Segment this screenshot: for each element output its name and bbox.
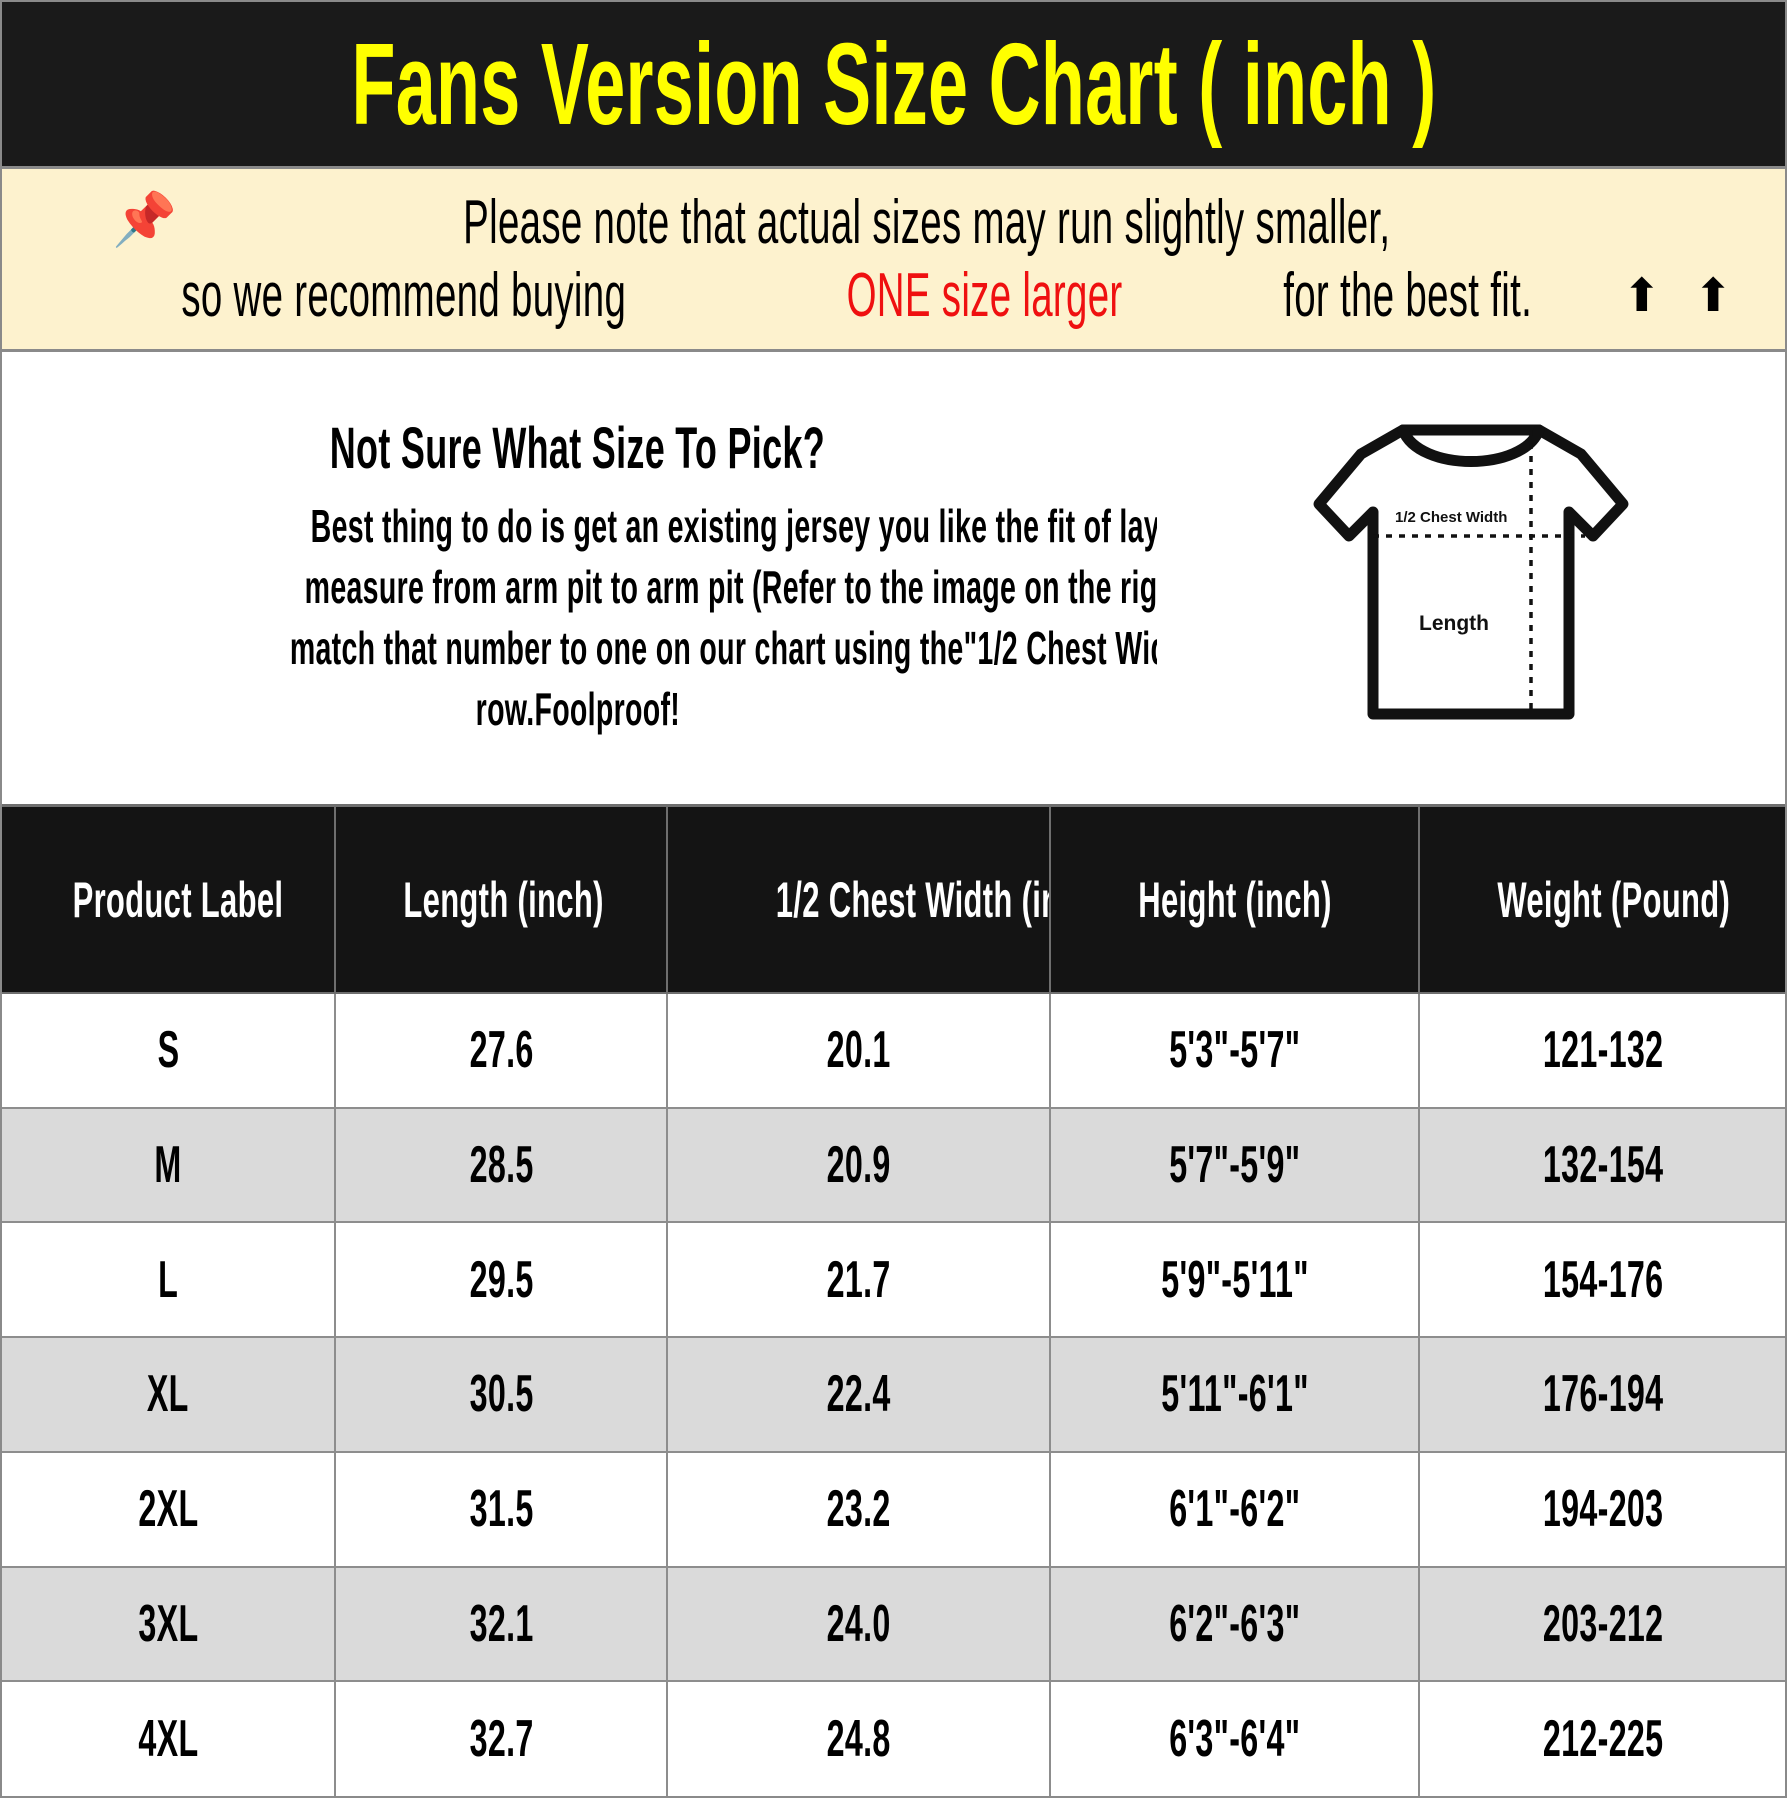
cell-size: L [2,1222,337,1339]
cell-height: 5'3"-5'7" [1050,993,1421,1109]
table-header-row: Product Label Length (inch) 1/2 Chest Wi… [2,807,1785,994]
tshirt-diagram-wrapper: 1/2 Chest Width Length [1157,408,1785,748]
up-arrows-icon: ⬆ ⬆ [1622,269,1743,322]
table-row: S 27.6 20.1 5'3"-5'7" 121-132 [2,993,1785,1109]
cell-size: 2XL [2,1451,337,1568]
table-row: 2XL 31.5 23.2 6'1"-6'2" 194-203 [2,1451,1785,1568]
table-header: Product Label Length (inch) 1/2 Chest Wi… [2,807,1785,994]
cell-length: 29.5 [335,1222,669,1339]
cell-height: 6'3"-6'4" [1050,1681,1421,1796]
cell-size: M [2,1107,337,1224]
page-title: Fans Version Size Chart ( inch ) [19,26,1769,142]
column-header-product-label-text: Product Label [72,871,284,928]
cell-chest: 21.7 [667,1222,1052,1339]
chart-title-bar: Fans Version Size Chart ( inch ) [2,2,1785,166]
cell-chest: 24.8 [667,1681,1052,1796]
cell-length: 32.1 [335,1566,669,1683]
cell-length: 27.6 [335,993,669,1109]
notice-line-2: so we recommend buying ONE size larger f… [45,259,1743,332]
size-notice-banner: 📌 Please note that actual sizes may run … [2,166,1785,352]
size-help-body-line-2: measure from arm pit to arm pit (Refer t… [8,557,1157,618]
cell-chest: 20.1 [667,993,1052,1109]
cell-length: 30.5 [335,1337,669,1453]
size-help-body-line-4: row.Foolproof! [8,679,1147,740]
chest-measure-label: 1/2 Chest Width [1395,509,1507,526]
cell-height: 6'1"-6'2" [1050,1451,1421,1568]
cell-size: XL [2,1337,337,1453]
column-header-height-text: Height (inch) [1138,871,1332,928]
column-header-chest-width-text: 1/2 Chest Width (inch) [775,871,1049,928]
size-help-section: Not Sure What Size To Pick? Best thing t… [2,352,1785,807]
cell-chest: 22.4 [667,1337,1052,1453]
column-header-chest-width: 1/2 Chest Width (inch) [667,807,1052,994]
table-row: 3XL 32.1 24.0 6'2"-6'3" 203-212 [2,1566,1785,1683]
table-row: 4XL 32.7 24.8 6'3"-6'4" 212-225 [2,1681,1785,1796]
cell-weight: 203-212 [1419,1566,1785,1683]
size-help-body-text-1: Best thing to do is get an existing jers… [310,500,1157,553]
column-header-weight: Weight (Pound) [1419,807,1785,994]
size-chart-table: Product Label Length (inch) 1/2 Chest Wi… [2,807,1785,1796]
cell-chest: 23.2 [667,1451,1052,1568]
cell-height: 5'9"-5'11" [1050,1222,1421,1339]
cell-height: 5'7"-5'9" [1050,1107,1421,1224]
cell-weight: 194-203 [1419,1451,1785,1568]
size-help-body-line-3: match that number to one on our chart us… [8,618,1157,679]
column-header-product-label: Product Label [2,807,337,994]
cell-length: 28.5 [335,1107,669,1224]
cell-size: S [2,993,337,1109]
tshirt-outline [1313,424,1629,720]
tshirt-measurement-diagram: 1/2 Chest Width Length [1313,424,1629,720]
length-measure-label: Length [1419,612,1489,635]
size-help-body-line-1: Best thing to do is get an existing jers… [8,496,1157,557]
column-header-height: Height (inch) [1050,807,1421,994]
size-help-text-block: Not Sure What Size To Pick? Best thing t… [2,417,1157,740]
column-header-weight-text: Weight (Pound) [1497,871,1731,928]
cell-size: 4XL [2,1681,337,1796]
column-header-length-text: Length (inch) [403,871,605,928]
notice-line-1-text: Please note that actual sizes may run sl… [463,187,1391,257]
notice-line-2-suffix: for the best fit. [1283,261,1533,330]
cell-size: 3XL [2,1566,337,1683]
cell-weight: 121-132 [1419,993,1785,1109]
cell-length: 32.7 [335,1681,669,1796]
cell-weight: 212-225 [1419,1681,1785,1796]
size-help-body-text-2: measure from arm pit to arm pit (Refer t… [304,561,1157,614]
cell-chest: 24.0 [667,1566,1052,1683]
cell-weight: 176-194 [1419,1337,1785,1453]
size-help-heading: Not Sure What Size To Pick? [8,417,1147,481]
table-row: XL 30.5 22.4 5'11"-6'1" 176-194 [2,1337,1785,1453]
cell-weight: 154-176 [1419,1222,1785,1339]
size-help-heading-text: Not Sure What Size To Pick? [329,416,826,481]
notice-highlight: ONE size larger [846,261,1123,330]
pushpin-icon: 📌 [112,190,178,249]
table-row: L 29.5 21.7 5'9"-5'11" 154-176 [2,1222,1785,1339]
cell-height: 5'11"-6'1" [1050,1337,1421,1453]
cell-height: 6'2"-6'3" [1050,1566,1421,1683]
page-title-text: Fans Version Size Chart ( inch ) [351,19,1436,149]
notice-line-2-prefix: so we recommend buying [180,261,626,330]
notice-line-1: 📌 Please note that actual sizes may run … [112,186,1674,259]
table-row: M 28.5 20.9 5'7"-5'9" 132-154 [2,1107,1785,1224]
cell-weight: 132-154 [1419,1107,1785,1224]
cell-chest: 20.9 [667,1107,1052,1224]
cell-length: 31.5 [335,1451,669,1568]
column-header-length: Length (inch) [335,807,669,994]
size-help-body-text-3: match that number to one on our chart us… [289,621,1157,674]
table-body: S 27.6 20.1 5'3"-5'7" 121-132 M 28.5 20.… [2,993,1785,1796]
size-help-body-text-4: row.Foolproof! [475,682,680,735]
